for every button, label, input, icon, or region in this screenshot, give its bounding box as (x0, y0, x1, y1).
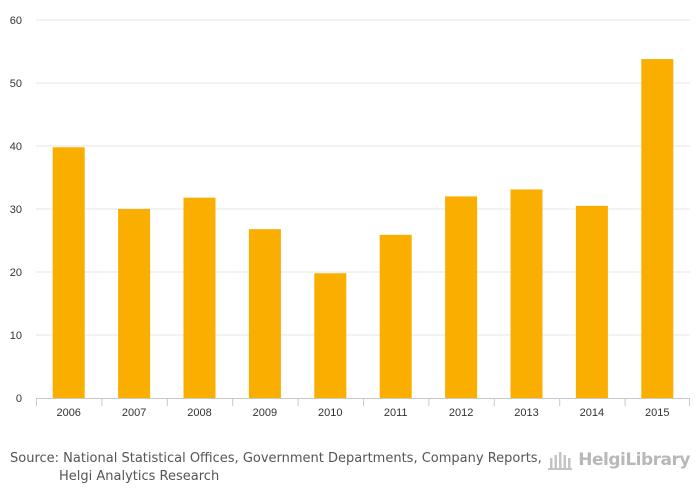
x-tick-label: 2007 (122, 407, 146, 419)
bar-2008 (183, 197, 216, 398)
bar-2013 (510, 189, 543, 398)
source-line-1: Source: National Statistical Offices, Go… (10, 451, 542, 466)
bar-2011 (379, 234, 412, 398)
y-axis-ticks: 0 10 20 30 40 50 60 (10, 15, 22, 405)
x-tick-label: 2011 (384, 407, 408, 419)
x-tick-label: 2014 (580, 407, 604, 419)
y-tick-label: 20 (10, 267, 22, 279)
bar-2015 (641, 59, 674, 399)
source-line-2: Helgi Analytics Research (59, 469, 220, 484)
bar-2012 (445, 196, 478, 398)
bar-2014 (575, 205, 608, 398)
x-tick-label: 2015 (645, 407, 669, 419)
bar-2007 (118, 209, 151, 398)
helgi-library-logo: HelgiLibrary (547, 448, 690, 472)
logo-text: HelgiLibrary (578, 450, 690, 470)
y-tick-label: 10 (10, 330, 22, 342)
x-tick-label: 2008 (187, 407, 211, 419)
library-building-icon (548, 452, 573, 470)
bar-2006 (52, 147, 85, 398)
y-tick-label: 40 (10, 141, 22, 153)
x-tick-label: 2009 (253, 407, 277, 419)
source-note: Source: National Statistical Offices, Go… (10, 450, 570, 486)
x-tick-label: 2010 (318, 407, 342, 419)
x-tick-label: 2013 (514, 407, 538, 419)
bar-2009 (248, 229, 281, 398)
x-tick-label: 2012 (449, 407, 473, 419)
x-axis: 2006 2007 2008 2009 2010 2011 2012 2013 2014 2015 (36, 398, 690, 419)
bar-2010 (314, 273, 347, 398)
y-tick-label: 0 (16, 393, 22, 405)
y-tick-label: 50 (10, 78, 22, 90)
bars (52, 59, 674, 399)
y-tick-label: 60 (10, 15, 22, 27)
x-tick-label: 2006 (56, 407, 80, 419)
y-tick-label: 30 (10, 204, 22, 216)
